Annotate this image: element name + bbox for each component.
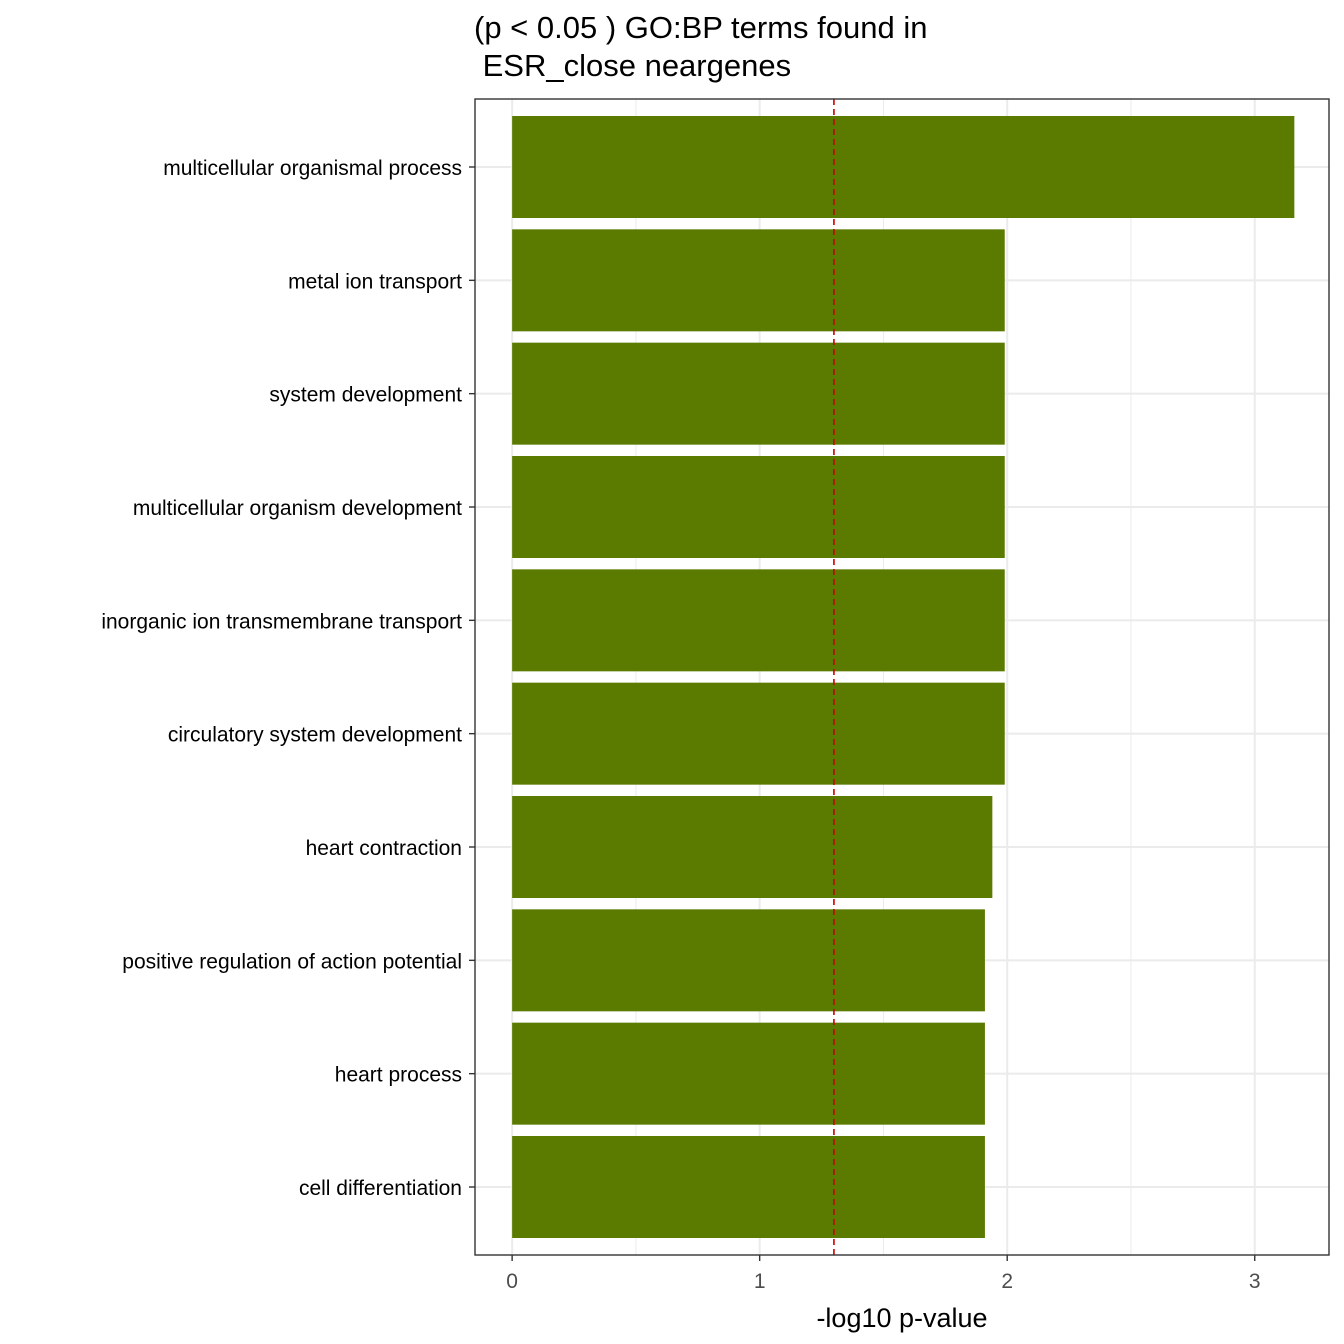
bar — [512, 909, 985, 1012]
bar — [512, 1022, 985, 1125]
y-tick-label: positive regulation of action potential — [122, 950, 462, 973]
bar — [512, 116, 1295, 218]
bar — [512, 342, 1005, 445]
bar — [512, 682, 1005, 785]
x-tick-label: 3 — [1249, 1270, 1261, 1293]
bar — [512, 569, 1005, 672]
chart-title-line-2: ESR_close neargenes — [474, 48, 792, 83]
x-axis-label: -log10 p-value — [816, 1303, 987, 1333]
y-tick-label: multicellular organism development — [133, 497, 462, 520]
x-tick-label: 1 — [754, 1270, 766, 1293]
x-tick-label: 2 — [1001, 1270, 1013, 1293]
y-tick-label: heart contraction — [306, 837, 462, 860]
y-tick-label: circulatory system development — [168, 724, 462, 747]
bar — [512, 1136, 985, 1238]
y-tick-label: inorganic ion transmembrane transport — [101, 610, 462, 633]
bar — [512, 456, 1005, 558]
bar — [512, 796, 993, 898]
bars — [512, 116, 1295, 1238]
y-tick-label: metal ion transport — [288, 270, 462, 293]
y-tick-label: system development — [269, 384, 462, 407]
y-tick-label: multicellular organismal process — [163, 157, 462, 180]
bar — [512, 229, 1005, 332]
panel-border — [474, 98, 1330, 1256]
y-tick-label: cell differentiation — [299, 1177, 462, 1200]
axes: multicellular organismal process metal io… — [101, 157, 1260, 1293]
x-tick-label: 0 — [506, 1270, 518, 1293]
chart-title-line-1: (p < 0.05 ) GO:BP terms found in — [474, 10, 928, 45]
y-tick-label: heart process — [335, 1064, 462, 1087]
